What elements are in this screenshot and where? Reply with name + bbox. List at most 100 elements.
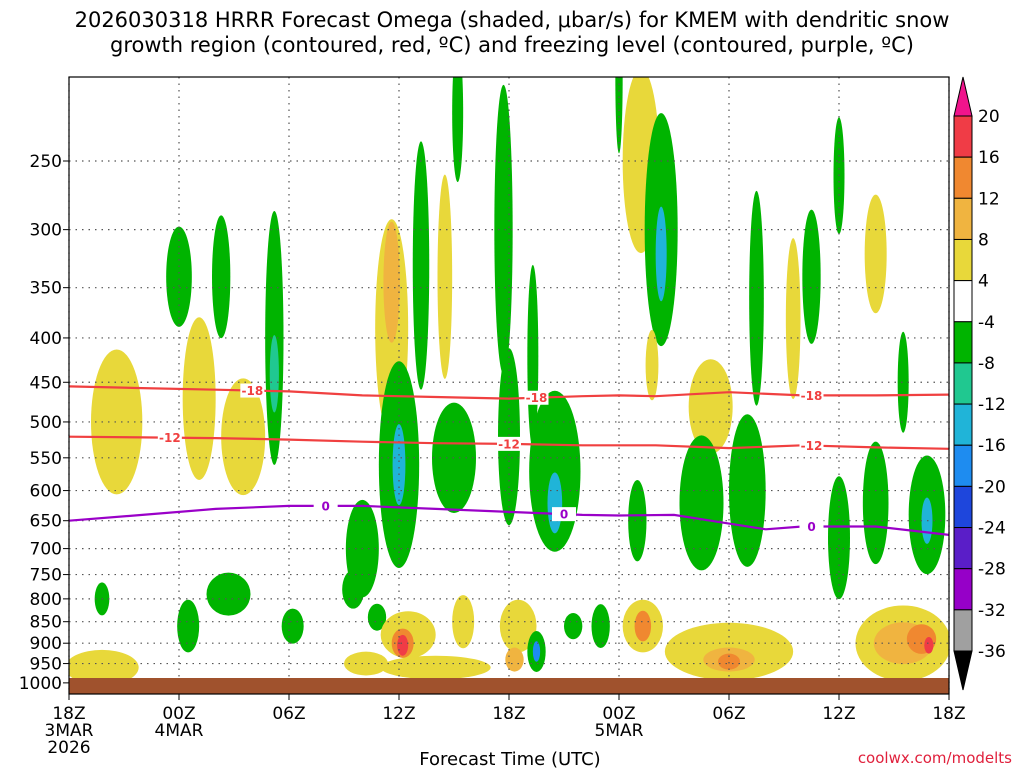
omega-cell-67 (924, 636, 934, 654)
colorbar-label-7: -12 (978, 395, 1006, 415)
omega-cell-0 (91, 349, 143, 495)
omega-cell-50 (564, 612, 583, 640)
omega-cell-6 (269, 335, 279, 413)
omega-cell-37 (380, 655, 491, 680)
omega-cell-17 (494, 84, 513, 375)
omega-cell-3 (166, 226, 192, 327)
colorbar-label-1: 16 (978, 148, 1000, 168)
omega-cell-27 (367, 603, 387, 631)
omega-cell-52 (785, 238, 801, 400)
colorbar-label-11: -28 (978, 560, 1006, 580)
credit-text: coolwx.com/modelts (858, 749, 1012, 767)
colorbar-box-6 (953, 362, 973, 405)
omega-cell-11 (69, 649, 139, 685)
contour-label-bg-minus18-0 (240, 383, 265, 398)
omega-cell-15 (437, 174, 453, 379)
omega-cell-2 (221, 378, 266, 496)
y-tick-label-350: 350 (30, 279, 62, 299)
y-tick-label-450: 450 (30, 373, 62, 393)
omega-cell-51 (749, 190, 764, 406)
contour-label-minus18-2: -18 (801, 389, 823, 403)
contour-label-minus18-1: -18 (526, 391, 548, 405)
y-tick-label-700: 700 (30, 540, 62, 560)
y-tick-label-900: 900 (30, 634, 62, 654)
contour-label-minus12-1: -12 (498, 437, 520, 451)
colorbar-label-6: -8 (978, 354, 995, 374)
y-tick-label-800: 800 (30, 590, 62, 610)
y-axis-ticks: 2503003504004505005506006507007508008509… (19, 152, 69, 694)
y-tick-label-600: 600 (30, 482, 62, 502)
colorbar-label-3: 8 (978, 230, 989, 250)
x-tick-label-36-1: 06Z (712, 704, 745, 724)
x-tick-label-6-2: 4MAR (155, 721, 204, 741)
colorbar-label-0: 20 (978, 107, 1000, 127)
contour-label-bg-minus12-0 (157, 430, 182, 445)
colorbar-label-8: -16 (978, 436, 1006, 456)
y-tick-label-500: 500 (30, 413, 62, 433)
colorbar-label-9: -20 (978, 477, 1006, 497)
colorbar-label-12: -32 (978, 601, 1006, 621)
colorbar-label-2: 12 (978, 189, 1000, 209)
chart-title-line2: growth region (contoured, red, ºC) and f… (110, 33, 914, 57)
x-tick-label-0-3: 2026 (47, 738, 90, 758)
chart-title-line1: 2026030318 HRRR Forecast Omega (shaded, … (75, 8, 950, 32)
omega-cell-4 (212, 215, 231, 339)
x-tick-label-18-1: 12Z (382, 704, 415, 724)
contour-label-bg-minus18-1 (524, 390, 549, 405)
colorbar-box-11 (953, 568, 973, 611)
y-tick-label-650: 650 (30, 512, 62, 532)
x-tick-label-0-2: 3MAR (45, 721, 94, 741)
omega-cell-43 (688, 359, 733, 454)
x-tick-label-24-1: 18Z (492, 704, 525, 724)
y-tick-label-250: 250 (30, 152, 62, 172)
x-tick-label-30-1: 00Z (602, 704, 635, 724)
omega-cell-31 (344, 651, 388, 676)
omega-cell-32 (452, 595, 475, 649)
colorbar-box-0 (953, 115, 973, 158)
colorbar: 20 16 12 8 4 -4 -8 -12 -16 -20 -24 -28 -32 -36 (953, 76, 1006, 691)
omega-cell-30 (397, 634, 409, 656)
y-tick-label-750: 750 (30, 566, 62, 586)
colorbar-box-9 (953, 485, 973, 529)
colorbar-label-4: 4 (978, 272, 989, 292)
omega-cell-9 (206, 572, 251, 616)
colorbar-label-10: -24 (978, 519, 1006, 539)
contour-label-bg-freezing-2 (799, 519, 824, 534)
omega-cell-53 (802, 209, 821, 344)
omega-cell-16 (452, 77, 464, 183)
x-tick-label-12-1: 06Z (272, 704, 305, 724)
colorbar-top-arrow (953, 76, 973, 117)
x-tick-label-48-1: 18Z (932, 704, 965, 724)
omega-cell-13 (383, 221, 400, 343)
y-tick-label-550: 550 (30, 449, 62, 469)
omega-cell-21 (392, 424, 406, 506)
contour-label-minus12-2: -12 (801, 439, 823, 453)
contour-label-bg-minus18-2 (799, 388, 824, 403)
x-tick-label-6-1: 00Z (162, 704, 195, 724)
omega-cell-1 (182, 317, 216, 480)
omega-cell-36 (532, 641, 541, 662)
omega-cell-44 (679, 435, 724, 571)
colorbar-box-7 (953, 403, 973, 446)
omega-cell-63 (718, 653, 740, 670)
omega-cell-45 (729, 414, 766, 567)
x-tick-label-0-1: 18Z (52, 704, 85, 724)
contour-freezing (69, 504, 949, 536)
omega-cell-26 (342, 570, 365, 609)
omega-cell-33 (499, 599, 537, 653)
colorbar-bottom-arrow (953, 650, 973, 691)
colorbar-box-5 (953, 321, 973, 364)
colorbar-label-5: -4 (978, 313, 995, 333)
omega-cell-8 (177, 599, 200, 653)
omega-cell-41 (655, 206, 667, 302)
x-tick-label-42-1: 12Z (822, 704, 855, 724)
contour-label-bg-minus12-1 (497, 436, 521, 451)
omega-cell-34 (505, 647, 524, 672)
colorbar-box-1 (953, 156, 973, 199)
y-tick-label-300: 300 (30, 221, 62, 241)
contour-label-bg-minus12-2 (799, 438, 824, 453)
omega-cell-57 (862, 441, 889, 565)
colorbar-box-4 (953, 280, 973, 323)
